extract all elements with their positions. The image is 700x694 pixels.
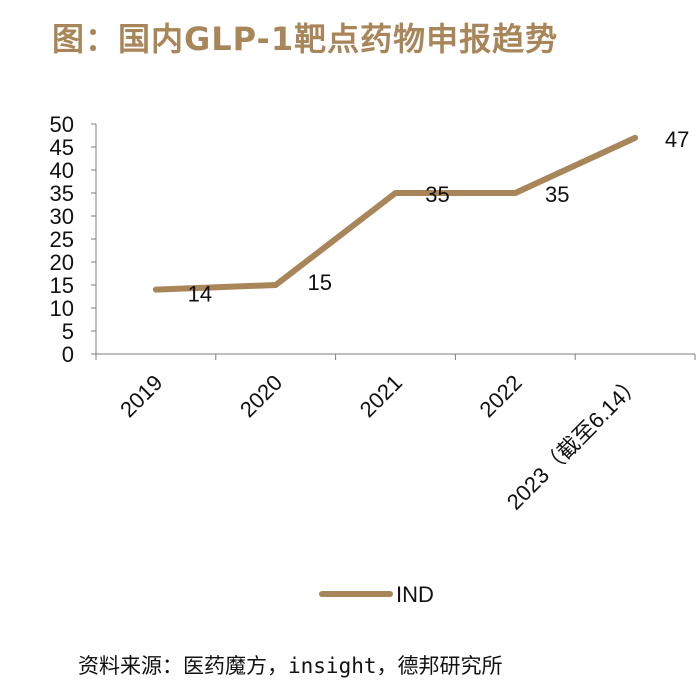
data-label: 35 xyxy=(425,182,449,207)
y-tick-label: 45 xyxy=(50,135,74,160)
x-tick-label: 2020 xyxy=(235,370,287,422)
data-label: 47 xyxy=(665,127,689,152)
x-tick-label: 2023（截至6.14） xyxy=(502,370,647,515)
x-tick-label: 2021 xyxy=(355,370,407,422)
axes xyxy=(95,124,695,355)
x-tick-label: 2019 xyxy=(115,370,167,422)
data-label: 14 xyxy=(188,282,212,307)
y-tick-label: 25 xyxy=(50,227,74,252)
y-tick-label: 35 xyxy=(50,181,74,206)
data-labels: 14 15 35 35 47 xyxy=(188,127,690,307)
y-tick-label: 0 xyxy=(62,342,74,367)
y-tick-label: 5 xyxy=(62,319,74,344)
legend-label: IND xyxy=(396,582,434,607)
legend: IND xyxy=(319,582,434,607)
y-tick-label: 10 xyxy=(50,296,74,321)
y-tick-label: 20 xyxy=(50,250,74,275)
source-note: 资料来源：医药魔方，insight，德邦研究所 xyxy=(78,654,503,678)
y-tick-label: 40 xyxy=(50,158,74,183)
chart-title: 图：国内GLP-1靶点药物申报趋势 xyxy=(52,20,559,58)
series-layer xyxy=(152,134,639,293)
series-line-ind xyxy=(152,134,639,293)
y-tick-label: 30 xyxy=(50,204,74,229)
x-tick-label: 2022 xyxy=(475,370,527,422)
y-tick-label: 15 xyxy=(50,273,74,298)
data-label: 35 xyxy=(545,182,569,207)
data-label: 15 xyxy=(307,270,331,295)
y-tick-label: 50 xyxy=(50,112,74,137)
